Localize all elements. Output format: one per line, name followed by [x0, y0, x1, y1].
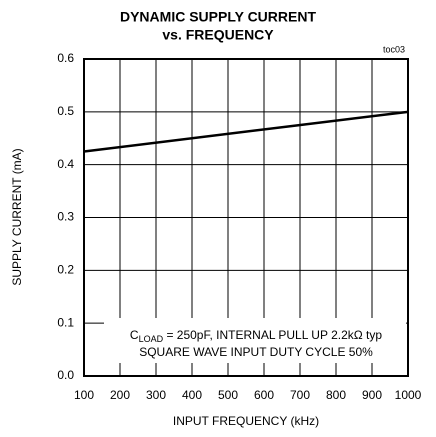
x-tick-label: 300	[146, 388, 166, 402]
y-tick-label: 0.5	[57, 104, 74, 118]
y-tick-label: 0.2	[57, 263, 74, 277]
annotation-text: C	[130, 328, 139, 342]
marks	[83, 110, 409, 153]
chart-title: DYNAMIC SUPPLY CURRENT	[120, 9, 316, 25]
plot-frame	[83, 58, 409, 377]
x-tick-label: 500	[218, 388, 238, 402]
x-tick-label: 900	[362, 388, 382, 402]
annotation-subscript: LOAD	[139, 334, 164, 344]
x-tick-label: 400	[182, 388, 202, 402]
x-tick-label: 100	[74, 388, 94, 402]
x-tick-label: 1000	[395, 388, 422, 402]
x-tick-label: 200	[110, 388, 130, 402]
x-tick-label: 700	[290, 388, 310, 402]
annotation: CLOAD = 250pF, INTERNAL PULL UP 2.2kΩ ty…	[130, 328, 382, 344]
x-tick-label: 600	[254, 388, 274, 402]
data-line	[83, 110, 409, 153]
annotation-text: = 250pF, INTERNAL PULL UP 2.2kΩ typ	[163, 328, 382, 342]
x-axis-label: INPUT FREQUENCY (kHz)	[173, 414, 319, 428]
figure-id: toc03	[383, 44, 405, 54]
y-tick-label: 0.6	[57, 51, 74, 65]
y-tick-label: 0.0	[57, 368, 74, 382]
annotation: SQUARE WAVE INPUT DUTY CYCLE 50%	[139, 345, 373, 359]
x-tick-label: 800	[326, 388, 346, 402]
y-tick-label: 0.3	[57, 210, 74, 224]
y-tick-label: 0.1	[57, 315, 74, 329]
annotation-box	[104, 318, 406, 363]
y-tick-label: 0.4	[57, 157, 74, 171]
y-axis-label: SUPPLY CURRENT (mA)	[10, 148, 24, 285]
chart-title: vs. FREQUENCY	[162, 27, 274, 43]
